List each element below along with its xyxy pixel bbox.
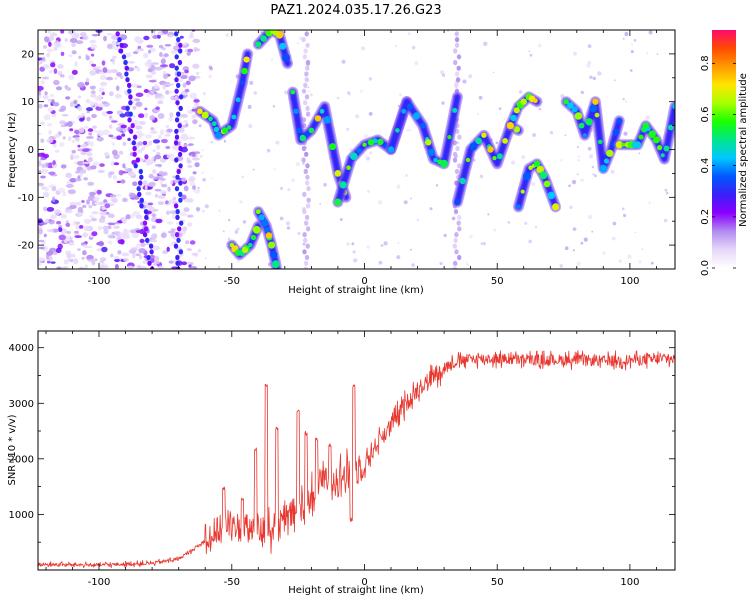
colorbar-gradient (712, 30, 736, 268)
snr-x-axis-title: Height of straight line (km) (288, 585, 424, 596)
spectrogram-x-tick-label: -100 (88, 276, 111, 287)
spectrogram-y-tick-label: 20 (21, 49, 34, 60)
snr-x-tick-label: 0 (361, 577, 367, 588)
spectrogram-streak (173, 31, 184, 269)
colorbar-tick-label: 0.2 (700, 209, 711, 225)
colorbar-ticks: 0.0 0.2 0.4 0.6 0.8 (700, 55, 736, 276)
colorbar-tick-label: 0.6 (700, 107, 711, 123)
snr-plot-area (38, 331, 675, 570)
spectrogram-ridge (512, 158, 562, 213)
spectrogram-ridge (226, 220, 264, 261)
snr-y-tick-label: 1000 (9, 510, 34, 521)
spectrogram-ridge (560, 96, 625, 175)
spectrogram-x-tick-label: 50 (491, 276, 504, 287)
colorbar: 0.0 0.2 0.4 0.6 0.8 Normalized spectral ampl… (700, 30, 749, 276)
snr-ticks: -100 -50 0 50 100 1000 2000 3000 4000 (9, 331, 675, 588)
spectrogram-x-tick-label: 100 (620, 276, 639, 287)
snr-x-tick-label: 50 (491, 577, 504, 588)
spectrogram-ridge (385, 91, 463, 170)
spectrogram-y-axis-title: Frequency (Hz) (7, 112, 18, 188)
spectrogram-ridge (252, 206, 283, 269)
snr-y-tick-label: 4000 (9, 343, 34, 354)
snr-y-axis-title: SNR (10 * v/v) (7, 414, 18, 485)
spectrogram-y-tick-label: 10 (21, 97, 34, 108)
spectrogram-x-axis-title: Height of straight line (km) (288, 285, 424, 296)
spectrogram-y-tick-label: -20 (18, 241, 34, 252)
spectrogram-ridge (504, 91, 543, 132)
snr-y-tick-label: 3000 (9, 399, 34, 410)
colorbar-tick-label: 0.8 (700, 55, 711, 71)
spectrogram-ridge (613, 101, 675, 165)
snr-series-line (38, 350, 675, 569)
chart-title: PAZ1.2024.035.17.26.G23 (270, 3, 441, 18)
spectrogram-y-tick-label: 0 (28, 145, 34, 156)
snr-y-tick-label: 2000 (9, 454, 34, 465)
spectrogram-ridge (252, 30, 293, 69)
colorbar-tick-label: 0.4 (700, 158, 711, 174)
snr-panel: -100 -50 0 50 100 1000 2000 3000 4000 Height of … (7, 330, 676, 596)
spectrogram-x-tick-label: -50 (224, 276, 240, 287)
spectrogram-ridge (194, 48, 254, 141)
snr-x-tick-label: 100 (620, 577, 639, 588)
snr-frame (37, 330, 676, 571)
spectrogram-streak (301, 31, 311, 269)
snr-x-tick-label: -100 (88, 577, 111, 588)
spectrogram-x-tick-label: 0 (361, 276, 367, 287)
spectrogram-ridge (287, 86, 352, 203)
colorbar-tick-label: 0.0 (700, 260, 711, 276)
spectrogram-y-tick-label: -10 (18, 193, 34, 204)
colorbar-label: Normalized spectral amplitude (738, 73, 749, 227)
spectrogram-streak (115, 31, 155, 269)
snr-x-tick-label: -50 (224, 577, 240, 588)
spectrogram-noise (38, 30, 669, 269)
spectrogram-image (38, 30, 675, 269)
